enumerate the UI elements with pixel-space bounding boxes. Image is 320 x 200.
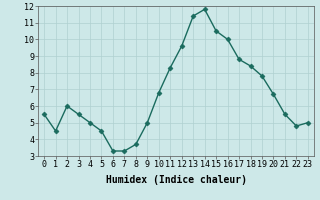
X-axis label: Humidex (Indice chaleur): Humidex (Indice chaleur): [106, 175, 246, 185]
